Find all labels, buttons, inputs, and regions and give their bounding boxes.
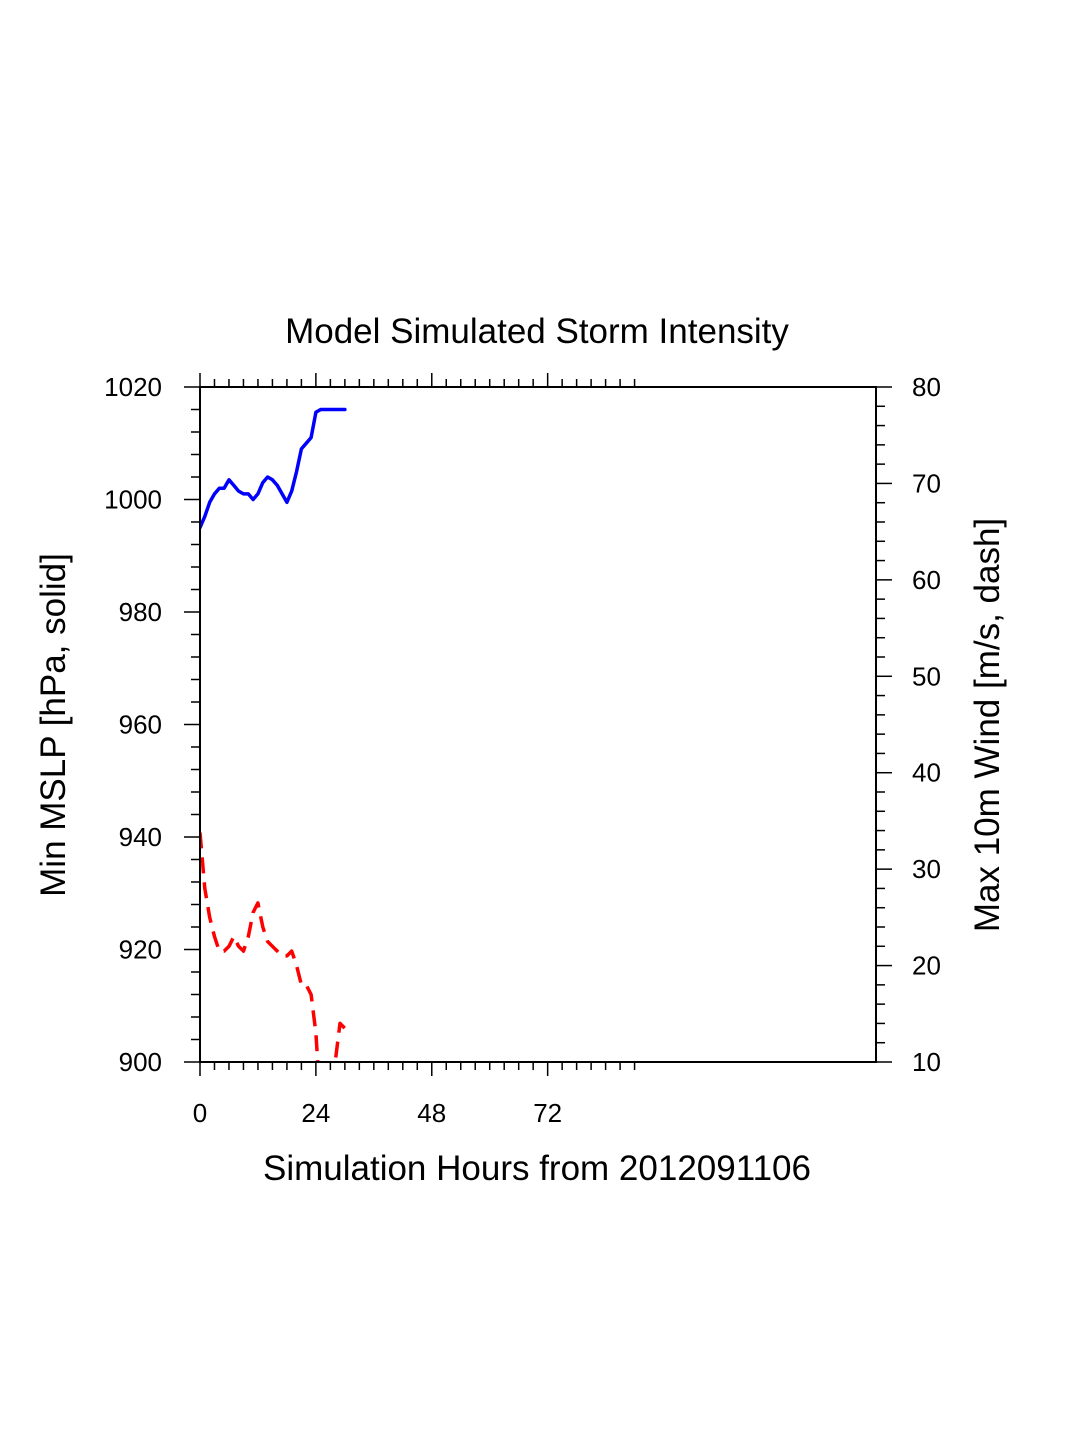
y-right-tick-label: 50 <box>912 661 941 691</box>
y-left-tick-label: 900 <box>119 1047 162 1077</box>
y-right-tick-label: 80 <box>912 372 941 402</box>
y-left-tick-label: 920 <box>119 935 162 965</box>
y-right-tick-label: 20 <box>912 951 941 981</box>
axes-layer: 0 24 48 72900920940960980100010201020304050… <box>104 372 941 1128</box>
wind-series-line <box>200 832 347 1062</box>
y-right-tick-label: 10 <box>912 1047 941 1077</box>
y-axis-right-label: Max 10m Wind [m/s, dash] <box>968 518 1007 932</box>
y-axis-left-label: Min MSLP [hPa, solid] <box>34 553 73 897</box>
plot-frame <box>199 386 877 1063</box>
x-tick-label: 72 <box>533 1098 562 1128</box>
x-tick-label: 0 <box>193 1098 207 1128</box>
y-left-tick-label: 960 <box>119 710 162 740</box>
y-left-tick-label: 980 <box>119 597 162 627</box>
x-axis-label: Simulation Hours from 2012091106 <box>263 1149 811 1188</box>
y-left-tick-label: 1000 <box>104 485 162 515</box>
series-layer <box>200 407 347 1062</box>
x-tick-label: 24 <box>301 1098 330 1128</box>
y-left-tick-label: 940 <box>119 822 162 852</box>
y-right-tick-label: 40 <box>912 758 941 788</box>
mslp-series-line <box>200 407 347 530</box>
x-tick-label: 48 <box>417 1098 446 1128</box>
y-right-tick-label: 60 <box>912 565 941 595</box>
chart-title: Model Simulated Storm Intensity <box>285 312 789 351</box>
y-right-tick-label: 30 <box>912 854 941 884</box>
y-left-tick-label: 1020 <box>104 372 162 402</box>
y-right-tick-label: 70 <box>912 468 941 498</box>
